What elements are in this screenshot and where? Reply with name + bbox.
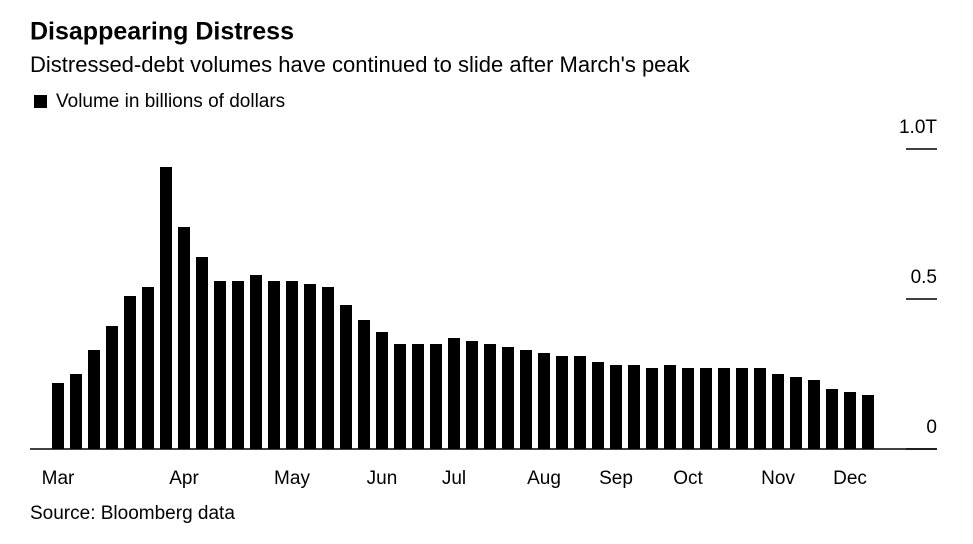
bar — [196, 257, 208, 449]
bar — [610, 365, 622, 449]
bar — [106, 326, 118, 449]
x-tick-label: May — [274, 468, 310, 489]
x-tick-label: Nov — [761, 468, 795, 489]
x-tick-label: Apr — [169, 468, 199, 489]
bar — [250, 275, 262, 449]
bar — [538, 353, 550, 449]
bar — [520, 350, 532, 449]
bar — [160, 167, 172, 449]
chart-subtitle: Distressed-debt volumes have continued t… — [30, 52, 691, 77]
bar — [142, 287, 154, 449]
bar — [268, 281, 280, 449]
x-tick-label: Jul — [442, 468, 466, 489]
bar — [52, 383, 64, 449]
bar — [124, 296, 136, 449]
y-tick-label: 1.0T — [899, 117, 937, 138]
bar — [70, 374, 82, 449]
bar — [466, 341, 478, 449]
y-tick-label: 0.5 — [911, 267, 937, 288]
bar — [790, 377, 802, 449]
source: Source: Bloomberg data — [30, 503, 235, 524]
bar — [286, 281, 298, 449]
bar — [736, 368, 748, 449]
x-tick-label: Mar — [42, 468, 75, 489]
bar — [844, 392, 856, 449]
bar — [664, 365, 676, 449]
x-tick-label: Dec — [833, 468, 867, 489]
bar — [556, 356, 568, 449]
x-tick-label: Oct — [673, 468, 703, 489]
bar — [88, 350, 100, 449]
bar — [772, 374, 784, 449]
chart-title: Disappearing Distress — [30, 18, 294, 46]
bar — [862, 395, 874, 449]
x-tick-label: Aug — [527, 468, 561, 489]
x-tick-label: Jun — [367, 468, 398, 489]
legend-label: Volume in billions of dollars — [56, 91, 285, 112]
bar — [358, 320, 370, 449]
bar — [502, 347, 514, 449]
bar — [394, 344, 406, 449]
bar — [178, 227, 190, 449]
x-tick-label: Sep — [599, 468, 633, 489]
bar — [322, 287, 334, 449]
bar — [412, 344, 424, 449]
bar — [214, 281, 226, 449]
bar — [646, 368, 658, 449]
bar — [340, 305, 352, 449]
bar — [304, 284, 316, 449]
legend-swatch — [34, 95, 47, 108]
bar — [376, 332, 388, 449]
bar — [232, 281, 244, 449]
bar — [700, 368, 712, 449]
bar — [448, 338, 460, 449]
y-tick-label: 0 — [926, 417, 937, 438]
bar — [826, 389, 838, 449]
bar — [754, 368, 766, 449]
bar — [430, 344, 442, 449]
bar — [808, 380, 820, 449]
bar — [628, 365, 640, 449]
bar — [592, 362, 604, 449]
bar — [718, 368, 730, 449]
bar — [484, 344, 496, 449]
bar — [574, 356, 586, 449]
bar — [682, 368, 694, 449]
